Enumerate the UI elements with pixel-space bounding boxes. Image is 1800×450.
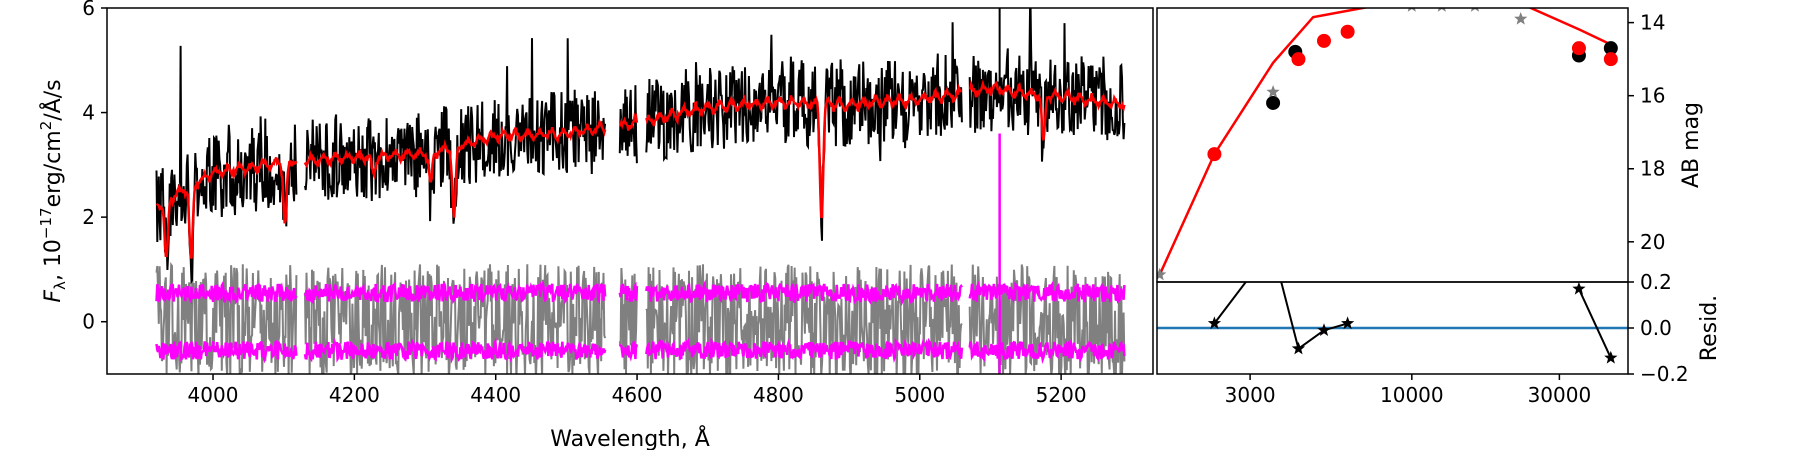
noise-band-series [155, 261, 1126, 374]
residual-star-marker [1207, 316, 1222, 330]
residual-y-tick-label: −0.2 [1640, 362, 1689, 386]
sed-model-point [1603, 52, 1618, 67]
sed-star-marker [1437, 8, 1446, 12]
sed-star-marker [1514, 12, 1528, 25]
spectrum-x-tick-label: 5200 [1036, 383, 1087, 407]
spectrum-x-axis-title: Wavelength, Å [550, 425, 710, 450]
spectrum-x-tick-label: 5000 [894, 383, 945, 407]
spectrum-frame [106, 7, 1154, 375]
sed-star-marker [1157, 267, 1167, 281]
sed-y-axis-title: AB mag [1679, 102, 1704, 188]
residual-x-tick-label: 3000 [1225, 383, 1276, 407]
residual-star-marker [1604, 350, 1618, 364]
residual-x-tick-label: 30000 [1528, 383, 1592, 407]
sed-panel [1157, 8, 1618, 281]
sed-star-marker [1407, 8, 1416, 12]
residual-segment [1280, 282, 1300, 349]
observed-spectrum-series [155, 8, 1126, 285]
residual-segment [1213, 282, 1248, 325]
residual-panel [1157, 282, 1628, 364]
sed-y-tick-label: 18 [1640, 157, 1665, 181]
spectrum-y-axis-title: Fλ, 10−17erg/cm2/Å/s [37, 79, 69, 302]
spectrum-y-tick-label: 0 [82, 310, 95, 334]
sed-star-marker [1266, 85, 1280, 98]
error-lower-series [155, 336, 1126, 365]
sed-y-tick-label: 16 [1640, 84, 1665, 108]
residual-y-tick-label: 0.2 [1640, 270, 1672, 294]
sed-model-point [1571, 41, 1586, 56]
sed-star-marker [1470, 8, 1480, 12]
error-upper-series [155, 279, 1126, 307]
spectrum-y-tick-label: 6 [82, 0, 95, 20]
residual-star-marker [1572, 282, 1586, 295]
residual-y-axis-title: Resid. [1697, 295, 1722, 361]
spectrum-x-tick-label: 4400 [470, 383, 521, 407]
model-spectrum-series [155, 78, 1126, 259]
sed-y-tick-label: 20 [1640, 230, 1665, 254]
spectrum-x-tick-label: 4200 [329, 383, 380, 407]
sed-model-line [1158, 8, 1612, 276]
sed-model-point [1291, 52, 1306, 67]
residual-plot-area [1157, 282, 1628, 364]
residual-x-tick-label: 10000 [1380, 383, 1444, 407]
sed-observed-point [1603, 41, 1618, 56]
spectrum-x-tick-label: 4000 [188, 383, 239, 407]
sed-model-point [1207, 147, 1222, 162]
sed-observed-point [1266, 95, 1281, 110]
sed-frame [1156, 7, 1629, 283]
sed-model-point [1316, 33, 1331, 48]
spectrum-x-tick-label: 4600 [612, 383, 663, 407]
spectrum-y-tick-label: 2 [82, 205, 95, 229]
residual-star-marker [1341, 316, 1355, 330]
sed-model-point [1340, 24, 1355, 39]
residual-star-marker [1317, 323, 1331, 336]
spectrum-panel [155, 8, 1126, 374]
axes: 4000 4200 4400 4600 4800 5000 5200 0 2 4 6 Waveleng… [37, 0, 1722, 450]
spectrum-plot-area [155, 8, 1126, 374]
spectrum-y-tick-label: 4 [82, 101, 95, 125]
sed-y-tick-label: 14 [1640, 11, 1665, 35]
sed-plot-area [1157, 8, 1618, 281]
residual-star-marker [1291, 341, 1306, 355]
residual-y-tick-label: 0.0 [1640, 316, 1672, 340]
spectrum-x-tick-label: 4800 [753, 383, 804, 407]
